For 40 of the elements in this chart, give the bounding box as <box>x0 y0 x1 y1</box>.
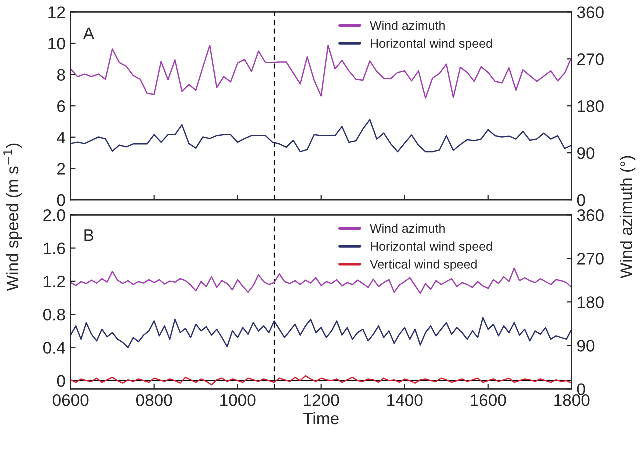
y2-tick-label: 360 <box>577 6 604 18</box>
legend-label: Wind azimuth <box>370 224 445 234</box>
y2-tick-label: 270 <box>578 54 604 66</box>
y2-tick-label: 180 <box>578 296 604 308</box>
legend-label: Horizontal wind speed <box>371 242 492 254</box>
y-tick-label: 2.0 <box>44 210 66 222</box>
x-tick-label: 1800 <box>554 394 590 406</box>
y-tick-label: 0 <box>57 194 66 206</box>
legend-label: Wind azimuth <box>370 20 445 30</box>
legend-label: Horizontal wind speed <box>371 38 492 51</box>
x-tick-label: 1600 <box>471 394 506 406</box>
y-tick-label: 0.8 <box>43 308 66 321</box>
y-tick-label: 10 <box>48 38 66 50</box>
x-tick-label: 1200 <box>304 394 340 406</box>
annotation: B <box>84 230 94 242</box>
y2-tick-label: 0 <box>577 194 586 206</box>
y2-tick-label: 270 <box>578 253 604 265</box>
x-tick-label: 1400 <box>388 394 423 406</box>
y-tick-label: 4 <box>57 132 66 144</box>
y2-tick-label: 90 <box>578 147 595 160</box>
y2-tick-label: 0 <box>577 384 586 396</box>
x-tick-label: 0600 <box>52 394 89 406</box>
y-tick-label: 12 <box>48 6 66 18</box>
y2-axis-title: Wind azimuth (°) <box>620 156 636 279</box>
y2-tick-label: 90 <box>578 340 595 352</box>
x-axis-title: Time <box>304 412 339 425</box>
y-tick-label: 0 <box>57 375 66 388</box>
y-tick-label: 2 <box>58 163 66 175</box>
y-axis-title: Wind speed (m s$^{−1}$) <box>4 144 22 292</box>
y-tick-label: 1.2 <box>44 276 66 288</box>
y-tick-label: 1.6 <box>44 242 66 254</box>
y-tick-label: 8 <box>57 69 66 82</box>
x-tick-label: 1000 <box>220 394 256 406</box>
y-tick-label: 6 <box>58 100 66 112</box>
legend-label: Vertical wind speed <box>370 260 477 272</box>
y2-tick-label: 360 <box>577 210 604 222</box>
y2-tick-label: 180 <box>578 100 604 112</box>
annotation: A <box>83 28 94 40</box>
y-tick-label: 0.4 <box>43 342 66 354</box>
x-tick-label: 0800 <box>136 394 172 406</box>
